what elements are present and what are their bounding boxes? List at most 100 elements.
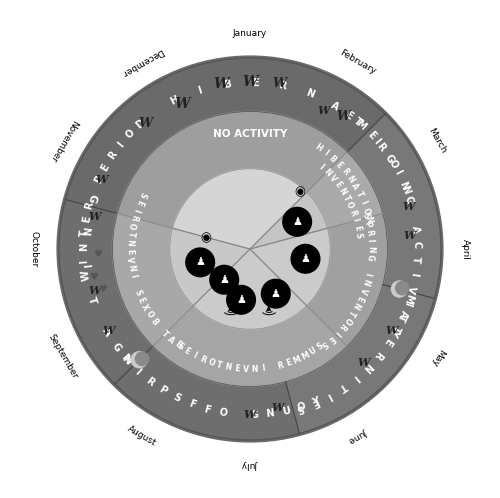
Text: A: A (397, 309, 409, 319)
Text: I: I (326, 390, 333, 400)
Text: H: H (168, 95, 180, 107)
Text: H: H (313, 142, 324, 153)
Text: I: I (116, 140, 126, 149)
Circle shape (262, 279, 290, 308)
Text: ♟: ♟ (236, 295, 246, 305)
Text: I: I (322, 148, 330, 157)
Text: G: G (250, 410, 258, 420)
Circle shape (283, 208, 312, 236)
Text: I: I (318, 162, 326, 171)
Text: E: E (285, 358, 293, 368)
Text: W: W (402, 201, 415, 212)
Text: I: I (351, 372, 360, 382)
Text: R: R (372, 349, 384, 361)
Text: G: G (366, 254, 374, 261)
Text: V: V (242, 365, 248, 374)
Text: N: N (344, 174, 356, 184)
Text: E: E (234, 364, 240, 374)
Text: W: W (272, 77, 286, 90)
Text: W: W (385, 325, 398, 336)
Text: ♟: ♟ (195, 257, 205, 267)
Text: N: N (224, 363, 232, 373)
Text: S: S (316, 342, 325, 352)
Text: E: E (310, 396, 320, 408)
Circle shape (226, 285, 256, 314)
Circle shape (396, 281, 409, 295)
Text: December: December (120, 46, 164, 78)
Text: O: O (344, 200, 355, 210)
Text: T: T (80, 230, 90, 237)
Circle shape (170, 169, 330, 329)
Text: T: T (216, 361, 223, 371)
Text: N: N (366, 246, 375, 252)
Text: O: O (386, 158, 400, 170)
Circle shape (17, 16, 483, 482)
Text: S: S (172, 392, 182, 404)
Polygon shape (172, 169, 306, 249)
Text: M: M (354, 118, 367, 131)
Text: I: I (392, 168, 402, 176)
Polygon shape (250, 228, 330, 306)
Text: G: G (86, 192, 98, 203)
Text: R: R (337, 321, 347, 332)
Text: E: E (382, 336, 394, 348)
Text: W: W (96, 174, 108, 185)
Circle shape (136, 352, 149, 366)
Text: X: X (140, 303, 150, 312)
Text: E: E (125, 249, 134, 254)
Text: January: January (233, 29, 267, 38)
Text: P: P (158, 384, 169, 397)
Text: N: N (304, 88, 315, 100)
Text: I: I (262, 364, 265, 373)
Text: W: W (244, 409, 256, 420)
Text: N: N (322, 167, 332, 178)
Text: I: I (332, 328, 341, 337)
Text: I: I (372, 137, 382, 146)
Text: W: W (242, 75, 258, 89)
Text: N: N (364, 215, 374, 224)
Text: T: T (160, 329, 170, 339)
Text: I: I (128, 274, 138, 278)
Text: ♟: ♟ (292, 217, 302, 227)
Text: October: October (30, 231, 38, 267)
Polygon shape (194, 249, 306, 329)
Text: T: T (410, 256, 421, 263)
Text: O: O (124, 127, 136, 140)
Text: G: G (110, 342, 123, 354)
Text: G: G (403, 195, 414, 205)
Text: ◉: ◉ (200, 231, 211, 244)
Text: I: I (132, 207, 141, 213)
Text: N: N (399, 184, 411, 195)
Text: P: P (362, 220, 372, 228)
Polygon shape (170, 228, 250, 306)
Text: June: June (347, 427, 368, 445)
Text: R: R (106, 150, 119, 161)
Text: B: B (223, 79, 232, 90)
Text: U: U (281, 405, 291, 417)
Text: September: September (46, 333, 80, 381)
Text: S: S (319, 339, 329, 349)
Text: O: O (361, 206, 372, 215)
Text: R: R (276, 360, 284, 371)
Text: S: S (354, 233, 363, 239)
Text: M: M (292, 354, 302, 366)
Text: W: W (102, 325, 115, 336)
Text: ♟: ♟ (219, 275, 229, 285)
Text: O: O (218, 407, 228, 418)
Circle shape (57, 56, 443, 442)
Circle shape (392, 281, 407, 297)
Text: R: R (374, 140, 387, 153)
Text: O: O (206, 358, 216, 368)
Text: V: V (328, 173, 338, 183)
Text: N: N (80, 227, 90, 237)
Text: E: E (182, 347, 192, 357)
Circle shape (186, 248, 214, 277)
Text: ▲: ▲ (266, 305, 272, 311)
Text: E: E (365, 129, 377, 141)
Text: Y: Y (388, 326, 400, 337)
Text: I: I (409, 272, 420, 277)
Circle shape (210, 265, 238, 294)
Text: F: F (202, 404, 211, 415)
Text: N: N (126, 264, 136, 272)
Text: O: O (342, 314, 353, 325)
